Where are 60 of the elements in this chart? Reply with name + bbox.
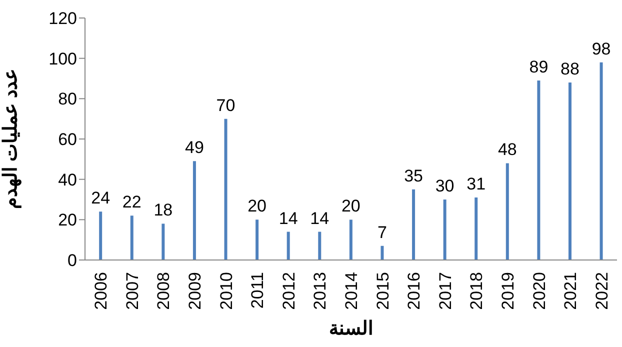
data-label: 35 — [404, 166, 423, 186]
x-tick-label: 2011 — [248, 272, 268, 309]
bar — [600, 62, 603, 260]
x-tick-label: 2006 — [92, 272, 111, 310]
x-tick-label: 2017 — [436, 272, 455, 310]
data-label: 49 — [185, 138, 204, 158]
x-tick-label: 2016 — [404, 272, 424, 310]
bar — [506, 163, 509, 260]
bar — [568, 82, 572, 260]
data-label: 14 — [310, 208, 330, 228]
y-tick-label: 100 — [48, 49, 77, 68]
bar — [256, 220, 259, 260]
y-tick-label: 0 — [68, 251, 77, 270]
bar — [474, 197, 478, 260]
x-tick-label: 2018 — [467, 272, 486, 310]
bar — [286, 232, 290, 260]
bar — [412, 189, 416, 260]
data-label: 7 — [377, 222, 387, 242]
x-tick-label: 2014 — [342, 272, 361, 310]
data-label: 14 — [278, 208, 298, 228]
y-tick-label: 20 — [58, 210, 77, 230]
bar — [224, 118, 228, 260]
bar — [318, 232, 322, 260]
x-tick-label: 2010 — [216, 272, 236, 310]
data-label: 89 — [529, 58, 548, 77]
x-axis-title: السنة — [329, 318, 373, 340]
x-tick-label: 2022 — [592, 272, 612, 310]
data-label: 22 — [122, 192, 142, 212]
bar — [380, 246, 384, 260]
x-tick-label: 2013 — [310, 272, 330, 310]
data-label: 24 — [91, 188, 110, 208]
bar — [349, 220, 352, 260]
x-tick-label: 2015 — [373, 272, 392, 310]
data-label: 20 — [341, 196, 360, 216]
y-axis-title: عدد عمليات الهدم — [0, 69, 22, 209]
y-tick-label: 80 — [58, 90, 77, 109]
data-label: 88 — [560, 60, 580, 79]
x-tick-label: 2012 — [279, 272, 298, 310]
data-label: 20 — [248, 196, 267, 216]
bar — [537, 80, 540, 260]
data-label: 48 — [498, 140, 517, 160]
bar — [130, 216, 134, 260]
data-label: 18 — [154, 200, 173, 220]
data-label: 30 — [435, 176, 454, 196]
x-tick-label: 2008 — [154, 272, 174, 310]
x-tick-label: 2009 — [186, 272, 205, 310]
data-label: 98 — [592, 39, 611, 58]
bar — [443, 200, 446, 260]
x-tick-label: 2007 — [122, 272, 142, 310]
y-tick-label: 40 — [58, 170, 77, 190]
x-tick-label: 2020 — [530, 272, 549, 310]
y-tick-label: 60 — [58, 130, 77, 150]
x-tick-label: 2019 — [498, 272, 518, 310]
bar — [162, 224, 165, 260]
x-tick-label: 2021 — [561, 272, 580, 310]
data-label: 70 — [216, 96, 236, 115]
bar — [192, 161, 196, 260]
data-label: 31 — [466, 174, 486, 194]
y-tick-label: 120 — [48, 9, 77, 28]
bar — [99, 212, 102, 260]
